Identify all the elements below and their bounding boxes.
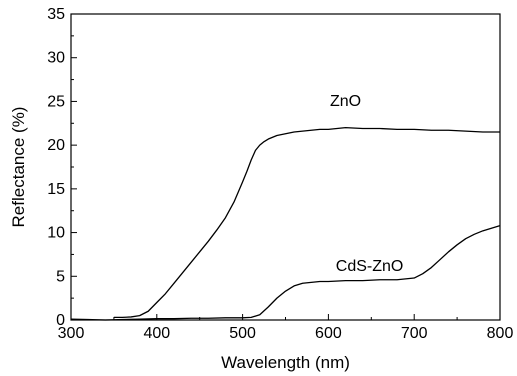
y-tick-label: 5 xyxy=(56,268,65,285)
y-tick-label: 15 xyxy=(47,181,65,198)
x-tick-label: 500 xyxy=(229,325,256,342)
y-axis-label: Reflectance (%) xyxy=(9,107,28,228)
series-line-zno xyxy=(113,127,500,319)
x-tick-label: 300 xyxy=(58,325,85,342)
y-tick-label: 20 xyxy=(47,137,65,154)
x-ticks: 300 400 500 600 700 800 xyxy=(58,314,514,342)
y-ticks: 0 5 10 15 20 25 30 35 xyxy=(47,6,77,329)
x-tick-label: 600 xyxy=(315,325,342,342)
x-tick-label: 800 xyxy=(487,325,514,342)
y-tick-label: 25 xyxy=(47,93,65,110)
y-tick-label: 30 xyxy=(47,50,65,67)
x-tick-label: 700 xyxy=(401,325,428,342)
y-tick-label: 35 xyxy=(47,6,65,23)
annotation-cds-zno: CdS-ZnO xyxy=(336,258,404,275)
y-tick-label: 0 xyxy=(56,312,65,329)
series-line-cds-zno xyxy=(70,224,501,321)
annotation-zno: ZnO xyxy=(330,93,361,110)
data-series xyxy=(70,127,501,321)
x-axis-label: Wavelength (nm) xyxy=(221,353,350,372)
y-tick-label: 10 xyxy=(47,225,65,242)
x-tick-label: 400 xyxy=(143,325,170,342)
series-annotations: ZnO CdS-ZnO xyxy=(330,93,403,275)
plot-frame xyxy=(70,13,501,321)
plot-axes xyxy=(70,13,501,321)
